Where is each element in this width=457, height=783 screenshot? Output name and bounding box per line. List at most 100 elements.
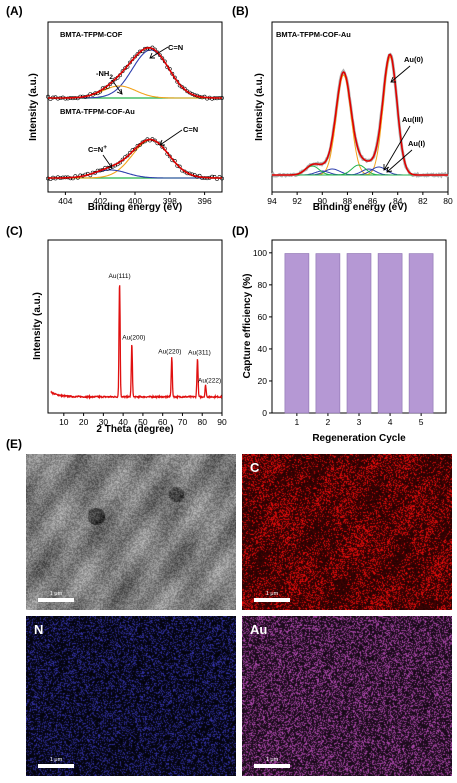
c-map-texture xyxy=(242,454,452,610)
eds-label-c: C xyxy=(250,460,260,475)
chart-d-ytick-label: 0 xyxy=(262,408,267,418)
chart-b-xtick-label: 80 xyxy=(443,196,453,206)
sem-texture xyxy=(26,454,236,610)
sem-scale-bar xyxy=(38,598,74,602)
chart-d-xtick-label: 4 xyxy=(388,417,393,427)
chart-d-xtick-label: 2 xyxy=(326,417,331,427)
chart-c-peak-label: Au(111) xyxy=(109,273,131,280)
au-scale-label: 1 μm xyxy=(265,757,279,763)
chart-b-xtick-label: 90 xyxy=(318,196,328,206)
chart-a-xlabel: Binding energy (eV) xyxy=(88,202,182,213)
chart-b-envelope xyxy=(272,53,448,176)
chart-c-peak-label: Au(311) xyxy=(188,350,211,357)
panel-label-c: (C) xyxy=(6,224,23,238)
panel-label-e: (E) xyxy=(6,437,22,451)
chart-d-xtick-label: 3 xyxy=(357,417,362,427)
chart-d-ytick-label: 40 xyxy=(258,344,268,354)
chart-a-data-point-top xyxy=(103,85,108,90)
chart-c-xlabel: 2 Theta (degree) xyxy=(96,424,173,435)
chart-a-xtick-label: 398 xyxy=(163,196,177,206)
chart-a-arrows xyxy=(102,46,183,169)
chart-a-title-top: BMTA-TFPM-COF xyxy=(60,30,123,39)
chart-d-bar xyxy=(346,253,372,414)
c-scale-bar xyxy=(254,598,290,602)
chart-b-xtick-label: 86 xyxy=(368,196,378,206)
chart-b-title: BMTA-TFPM-COF-Au xyxy=(276,30,351,39)
chart-a-data-point-bottom xyxy=(140,140,145,145)
n-scale-bar xyxy=(38,764,74,768)
chart-b-annot-au0: Au(0) xyxy=(404,55,424,64)
chart-c-xtick-label: 70 xyxy=(178,417,188,427)
chart-b-xtick-label: 82 xyxy=(418,196,428,206)
chart-c-xtick-label: 90 xyxy=(217,417,227,427)
chart-d-bar xyxy=(315,253,341,414)
eds-map-c: C 1 μm xyxy=(242,454,452,610)
chart-b-xtick-label: 88 xyxy=(343,196,353,206)
chart-b-annot-au3: Au(III) xyxy=(402,115,424,124)
chart-c-xtick-label: 80 xyxy=(197,417,207,427)
sem-scale-label: 1 μm xyxy=(49,591,63,597)
chart-c-xtick-label: 60 xyxy=(158,417,168,427)
chart-c-xtick-label: 10 xyxy=(59,417,69,427)
chart-d-bar xyxy=(408,253,434,414)
chart-d-bar xyxy=(377,253,403,414)
n-map-texture xyxy=(26,616,236,776)
chart-d-xtick-label: 1 xyxy=(294,417,299,427)
eds-map-n: N 1 μm xyxy=(26,616,236,776)
chart-d-ytick-label: 100 xyxy=(253,248,267,258)
chart-a-title-bottom: BMTA-TFPM-COF-Au xyxy=(60,107,135,116)
chart-a-envelope-top xyxy=(48,46,222,99)
chart-a-envelope-bottom xyxy=(48,138,222,179)
eds-label-n: N xyxy=(34,622,44,637)
chart-a-xtick-label: 404 xyxy=(58,196,72,206)
chart-b-frame xyxy=(271,21,449,193)
eds-label-au: Au xyxy=(250,622,268,637)
chart-a-xtick-label: 402 xyxy=(93,196,107,206)
chart-d-ytick-label: 80 xyxy=(258,280,268,290)
chart-a-annot-nh: -NH2 xyxy=(96,69,113,81)
chart-d-ytick-label: 20 xyxy=(258,376,268,386)
chart-b-ylabel: Intensity (a.u.) xyxy=(254,73,265,141)
au-map-texture xyxy=(242,616,452,776)
chart-a-xtick-label: 400 xyxy=(128,196,142,206)
chart-d-ylabel: Capture efficiency (%) xyxy=(242,273,253,378)
c-scale-label: 1 μm xyxy=(265,591,279,597)
chart-a-data-point-top xyxy=(157,53,162,58)
panel-label-d: (D) xyxy=(232,224,249,238)
chart-b-annot-au1: Au(I) xyxy=(408,139,426,148)
chart-a-data-point-top xyxy=(135,52,140,57)
chart-d-xlabel: Regeneration Cycle xyxy=(312,433,406,444)
chart-c-peak-label: Au(200) xyxy=(122,335,145,342)
chart-c-frame xyxy=(47,239,223,414)
chart-a-data-point-top xyxy=(120,69,125,74)
chart-d-xtick-label: 5 xyxy=(419,417,424,427)
chart-a-annot-cn-bottom: C=N xyxy=(183,125,198,134)
panel-label-b: (B) xyxy=(232,4,249,18)
chart-b-xlabel: Binding energy (eV) xyxy=(313,202,407,213)
chart-a-annot-cn-plus: C=N+ xyxy=(88,144,107,154)
chart-c-xtick-label: 50 xyxy=(138,417,148,427)
n-scale-label: 1 μm xyxy=(49,757,63,763)
chart-d-ytick-label: 60 xyxy=(258,312,268,322)
chart-a-data-point-bottom xyxy=(133,147,137,152)
chart-d-bar xyxy=(284,253,310,414)
chart-b-xtick-label: 94 xyxy=(267,196,277,206)
chart-c-ylabel: Intensity (a.u.) xyxy=(32,292,43,360)
chart-a-data-point-top xyxy=(160,56,165,61)
panel-label-a: (A) xyxy=(6,4,23,18)
chart-c-xtick-label: 30 xyxy=(99,417,109,427)
sem-image: 1 μm xyxy=(26,454,236,610)
chart-c-xtick-label: 40 xyxy=(118,417,128,427)
eds-map-au: Au 1 μm xyxy=(242,616,452,776)
chart-c-peak-label: Au(220) xyxy=(158,349,181,356)
chart-b-arrows xyxy=(383,65,413,173)
chart-a-ylabel: Intensity (a.u.) xyxy=(28,73,39,141)
chart-b-xtick-label: 84 xyxy=(393,196,403,206)
chart-c-xtick-label: 20 xyxy=(79,417,89,427)
chart-b-xtick-label: 92 xyxy=(292,196,302,206)
